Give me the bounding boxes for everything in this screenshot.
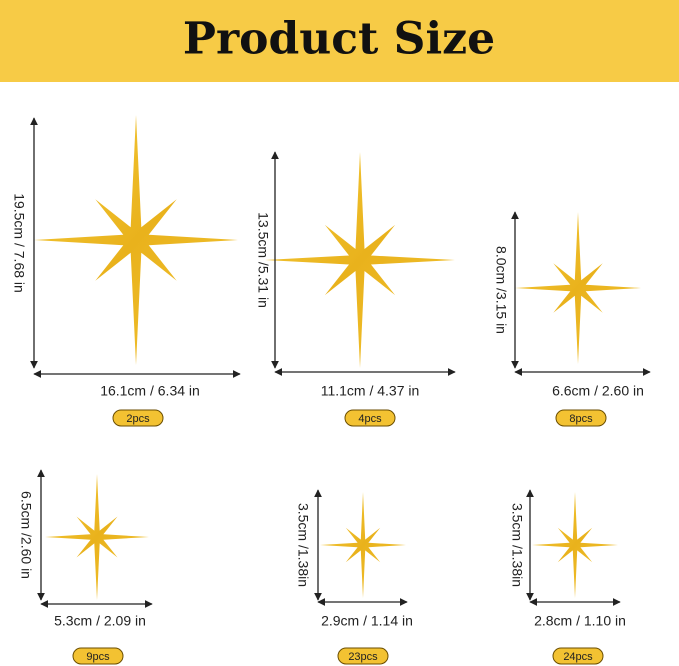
height-label: 6.5cm /2.60 in (18, 491, 34, 579)
height-label: 19.5cm / 7.68 in (11, 193, 27, 293)
star (45, 474, 149, 600)
star (34, 115, 238, 365)
quantity-label: 23pcs (348, 651, 378, 663)
quantity-label: 9pcs (86, 651, 110, 663)
width-label: 16.1cm / 6.34 in (100, 383, 200, 399)
quantity-badge (72, 647, 124, 665)
header-band (0, 0, 679, 82)
width-label: 5.3cm / 2.09 in (54, 613, 146, 629)
quantity-badge (337, 647, 389, 665)
height-label: 8.0cm /3.15 in (493, 246, 509, 334)
quantity-badge (112, 409, 164, 427)
quantity-label: 24pcs (563, 651, 593, 663)
height-label: 3.5cm /1.38in (509, 503, 525, 587)
star (515, 212, 641, 364)
star (320, 492, 406, 598)
star (532, 492, 618, 598)
width-label: 6.6cm / 2.60 in (552, 383, 644, 399)
height-label: 13.5cm /5.31 in (255, 212, 271, 308)
quantity-badge (552, 647, 604, 665)
quantity-badge (344, 409, 396, 427)
quantity-label: 8pcs (569, 413, 593, 425)
header-title: Product Size (183, 14, 495, 65)
height-label: 3.5cm /1.38in (295, 503, 311, 587)
width-label: 11.1cm / 4.37 in (321, 383, 420, 399)
quantity-label: 2pcs (126, 413, 150, 425)
width-label: 2.8cm / 1.10 in (534, 613, 626, 629)
quantity-badge (555, 409, 607, 427)
quantity-label: 4pcs (358, 413, 382, 425)
width-label: 2.9cm / 1.14 in (321, 613, 413, 629)
star (265, 152, 455, 368)
